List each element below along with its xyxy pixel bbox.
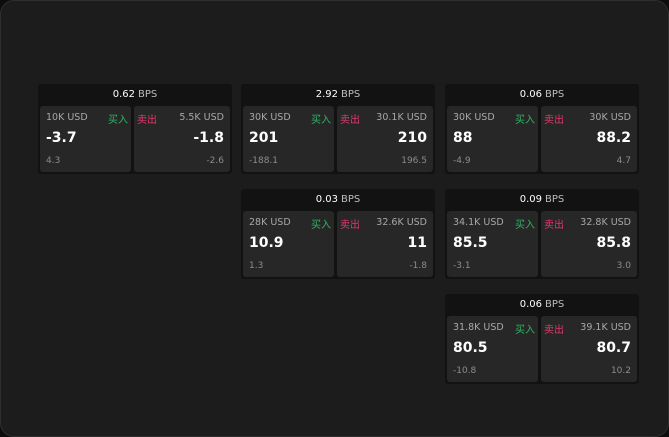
quote-card: 0.03 BPS 28K USD 买入 10.9 1.3 32.6K USD 卖出… xyxy=(241,189,435,279)
sell-button[interactable]: 32.8K USD 卖出 85.8 3.0 xyxy=(541,211,637,277)
spread-value: 0.62 xyxy=(112,89,135,100)
ask-price: 85.8 xyxy=(596,235,631,251)
spread-header: 0.06 BPS xyxy=(445,294,639,315)
sell-button[interactable]: 5.5K USD 卖出 -1.8 -2.6 xyxy=(134,106,230,172)
spread-unit: BPS xyxy=(545,299,565,310)
bid-change: -4.9 xyxy=(453,156,471,166)
spread-unit: BPS xyxy=(341,194,361,205)
buy-label: 买入 xyxy=(311,115,331,126)
buy-button[interactable]: 34.1K USD 买入 85.5 -3.1 xyxy=(447,211,538,277)
bid-price: 10.9 xyxy=(249,235,284,251)
buy-label: 买入 xyxy=(515,220,535,231)
buy-button[interactable]: 31.8K USD 买入 80.5 -10.8 xyxy=(447,316,538,382)
spread-value: 2.92 xyxy=(315,89,338,100)
bid-price: -3.7 xyxy=(46,130,77,146)
ask-change: 4.7 xyxy=(616,156,631,166)
ask-price: -1.8 xyxy=(193,130,224,146)
sell-button[interactable]: 39.1K USD 卖出 80.7 10.2 xyxy=(541,316,637,382)
quote-card: 0.09 BPS 34.1K USD 买入 85.5 -3.1 32.8K USD… xyxy=(445,189,639,279)
sell-label: 卖出 xyxy=(137,115,157,126)
ask-quantity: 39.1K USD xyxy=(580,322,631,333)
sell-label: 卖出 xyxy=(544,115,564,126)
sell-label: 卖出 xyxy=(544,325,564,336)
ask-price: 88.2 xyxy=(596,130,631,146)
ask-change: 10.2 xyxy=(610,366,631,376)
spread-header: 2.92 BPS xyxy=(241,84,435,105)
bid-change: 1.3 xyxy=(249,261,264,271)
sell-button[interactable]: 32.6K USD 卖出 11 -1.8 xyxy=(337,211,433,277)
bid-price: 88 xyxy=(453,130,473,146)
spread-header: 0.06 BPS xyxy=(445,84,639,105)
spread-value: 0.06 xyxy=(519,299,542,310)
spread-value: 0.09 xyxy=(519,194,542,205)
ask-change: -2.6 xyxy=(206,156,224,166)
ask-quantity: 30.1K USD xyxy=(376,112,427,123)
bid-quantity: 10K USD xyxy=(46,112,88,123)
bid-quantity: 34.1K USD xyxy=(453,217,504,228)
bid-price: 201 xyxy=(249,130,279,146)
bid-change: -10.8 xyxy=(453,366,477,376)
spread-header: 0.03 BPS xyxy=(241,189,435,210)
spread-unit: BPS xyxy=(341,89,361,100)
buy-button[interactable]: 28K USD 买入 10.9 1.3 xyxy=(243,211,334,277)
spread-value: 0.03 xyxy=(315,194,338,205)
bid-quantity: 28K USD xyxy=(249,217,291,228)
bid-price: 85.5 xyxy=(453,235,488,251)
buy-button[interactable]: 10K USD 买入 -3.7 4.3 xyxy=(40,106,131,172)
spread-value: 0.06 xyxy=(519,89,542,100)
bid-change: -3.1 xyxy=(453,261,471,271)
bid-change: 4.3 xyxy=(46,156,61,166)
bid-price: 80.5 xyxy=(453,340,488,356)
buy-button[interactable]: 30K USD 买入 201 -188.1 xyxy=(243,106,334,172)
ask-price: 210 xyxy=(397,130,427,146)
ask-quantity: 32.8K USD xyxy=(580,217,631,228)
ask-quantity: 32.6K USD xyxy=(376,217,427,228)
spread-unit: BPS xyxy=(545,89,565,100)
bid-quantity: 31.8K USD xyxy=(453,322,504,333)
sell-label: 卖出 xyxy=(340,220,360,231)
sell-button[interactable]: 30.1K USD 卖出 210 196.5 xyxy=(337,106,433,172)
buy-label: 买入 xyxy=(311,220,331,231)
spread-unit: BPS xyxy=(545,194,565,205)
ask-price: 11 xyxy=(407,235,427,251)
ask-price: 80.7 xyxy=(596,340,631,356)
sell-button[interactable]: 30K USD 卖出 88.2 4.7 xyxy=(541,106,637,172)
buy-button[interactable]: 30K USD 买入 88 -4.9 xyxy=(447,106,538,172)
ask-change: 3.0 xyxy=(616,261,631,271)
ask-change: 196.5 xyxy=(401,156,427,166)
sell-label: 卖出 xyxy=(544,220,564,231)
bid-change: -188.1 xyxy=(249,156,279,166)
spread-unit: BPS xyxy=(138,89,158,100)
ask-change: -1.8 xyxy=(409,261,427,271)
quote-card: 2.92 BPS 30K USD 买入 201 -188.1 30.1K USD … xyxy=(241,84,435,174)
quote-card: 0.06 BPS 31.8K USD 买入 80.5 -10.8 39.1K US… xyxy=(445,294,639,384)
quote-card: 0.06 BPS 30K USD 买入 88 -4.9 30K USD 卖出 88… xyxy=(445,84,639,174)
buy-label: 买入 xyxy=(515,325,535,336)
buy-label: 买入 xyxy=(108,115,128,126)
bid-quantity: 30K USD xyxy=(249,112,291,123)
ask-quantity: 5.5K USD xyxy=(179,112,224,123)
spread-header: 0.09 BPS xyxy=(445,189,639,210)
bid-quantity: 30K USD xyxy=(453,112,495,123)
quote-card: 0.62 BPS 10K USD 买入 -3.7 4.3 5.5K USD 卖出 … xyxy=(38,84,232,174)
sell-label: 卖出 xyxy=(340,115,360,126)
ask-quantity: 30K USD xyxy=(589,112,631,123)
spread-header: 0.62 BPS xyxy=(38,84,232,105)
buy-label: 买入 xyxy=(515,115,535,126)
